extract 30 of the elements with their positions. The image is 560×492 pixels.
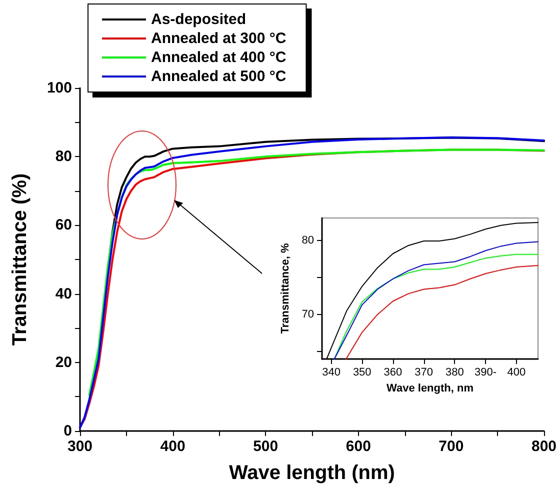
y-tick-label: 60 xyxy=(55,216,72,234)
y-tick-label: 0 xyxy=(64,422,72,440)
x-tick-label: 300 xyxy=(67,438,93,455)
y-axis-title: Transmittance, % xyxy=(279,243,292,334)
legend-label: Annealed at 300 °C xyxy=(151,30,286,47)
x-tick-label: 600 xyxy=(346,438,371,455)
x-tick-label: 370 xyxy=(414,366,434,378)
x-tick-label: 800 xyxy=(531,438,557,455)
y-axis-title: Transmittance (%) xyxy=(9,173,31,346)
x-tick-label: 400 xyxy=(160,438,186,455)
line-series xyxy=(346,264,538,360)
x-axis-title: Wave length (nm) xyxy=(229,462,395,484)
y-tick-label: 80 xyxy=(55,148,72,166)
x-tick-label: 390- xyxy=(474,366,497,378)
x-tick-label: 350 xyxy=(352,366,372,378)
y-tick-label: 20 xyxy=(55,354,72,371)
x-tick-label: 380 xyxy=(446,366,464,378)
x-tick-label: 340 xyxy=(322,366,340,378)
y-tick-label: 80 xyxy=(302,234,314,246)
x-tick-label: 360 xyxy=(384,366,402,378)
x-tick-label: 500 xyxy=(253,438,278,455)
y-tick-label: 70 xyxy=(302,308,314,320)
x-tick-label: 700 xyxy=(438,438,464,455)
y-tick-label: 40 xyxy=(55,285,72,302)
x-axis-title: Wave length, nm xyxy=(386,382,474,394)
x-tick-label: 400 xyxy=(507,366,526,378)
legend-label: Annealed at 500 °C xyxy=(151,68,286,85)
legend-label: Annealed at 400 °C xyxy=(151,49,286,66)
y-tick-label: 100 xyxy=(46,80,72,96)
legend-label: As-deposited xyxy=(151,11,246,28)
